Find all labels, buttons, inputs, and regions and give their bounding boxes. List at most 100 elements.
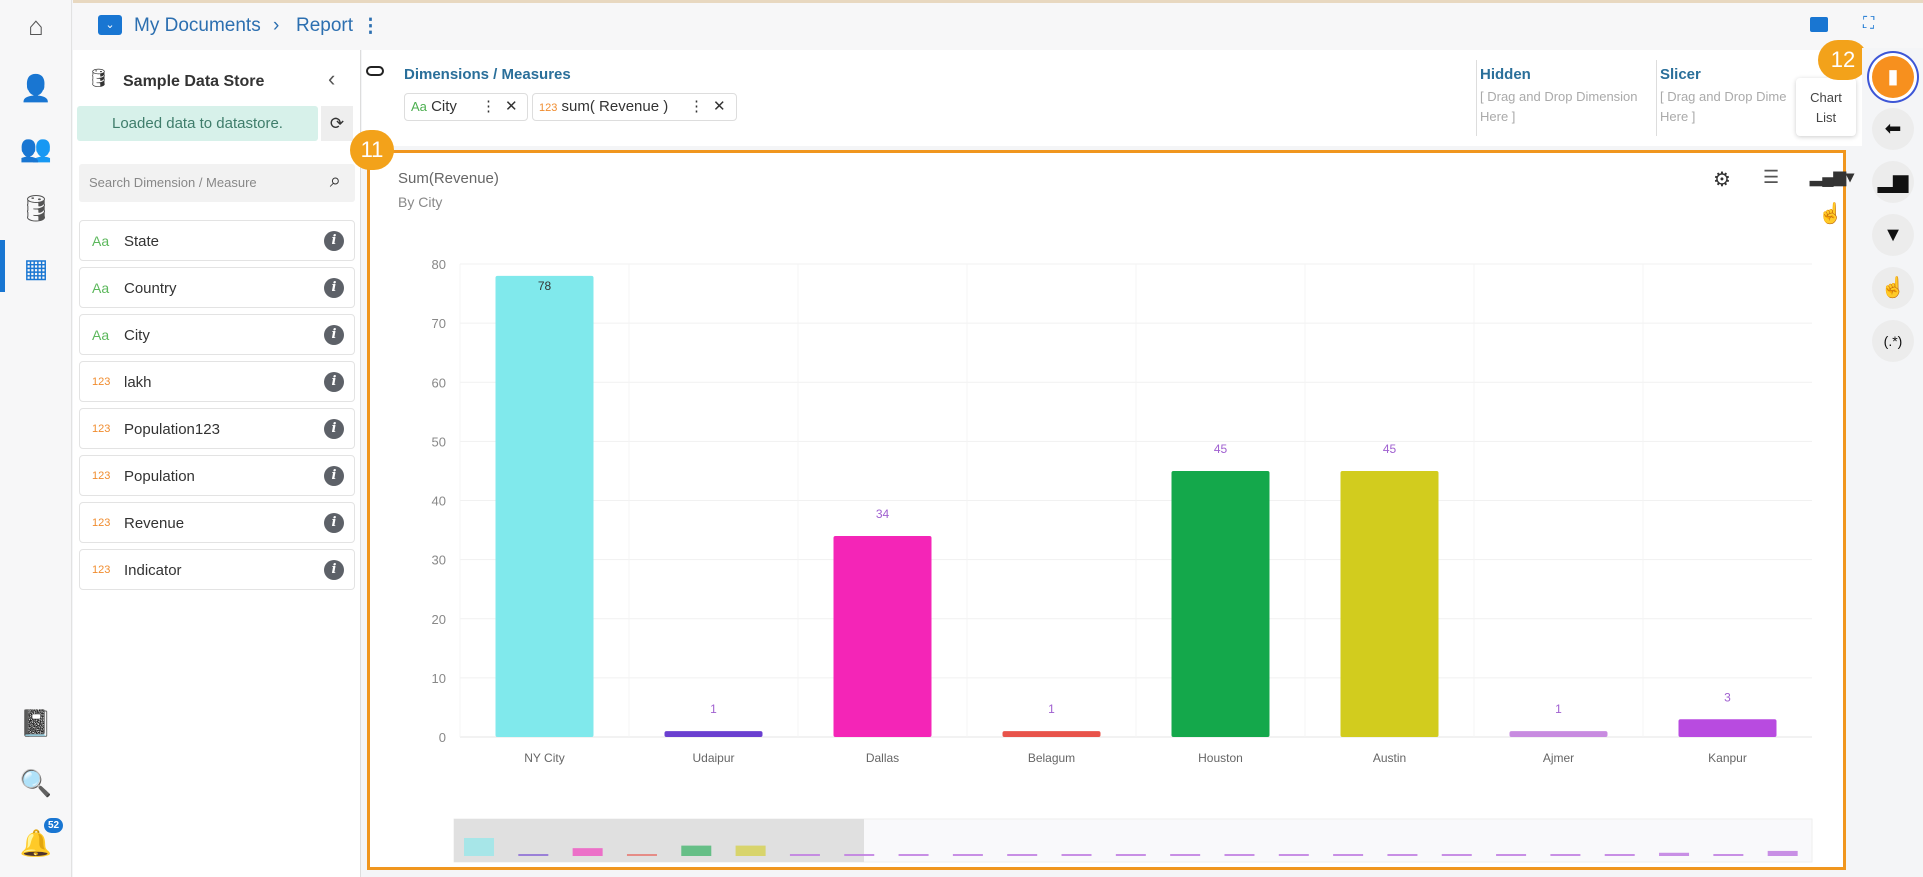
field-name: City — [124, 327, 150, 344]
field-item[interactable]: Aa State i — [79, 220, 355, 261]
field-name: Country — [124, 280, 177, 297]
report-designer-icon[interactable]: ▦ — [23, 253, 49, 283]
y-tick-label: 30 — [432, 553, 446, 568]
chip-remove-icon[interactable]: ✕ — [713, 98, 726, 115]
chip-remove-icon[interactable]: ✕ — [505, 98, 518, 115]
dimensions-bar: Dimensions / Measures Aa City ⋮ ✕ 123 sum(… — [362, 50, 1862, 146]
navigator-bar — [898, 854, 929, 856]
info-icon[interactable]: i — [324, 513, 344, 533]
info-icon[interactable]: i — [324, 466, 344, 486]
field-item[interactable]: Aa City i — [79, 314, 355, 355]
field-type-icon: 123 — [92, 517, 111, 529]
status-message: Loaded data to datastore. — [77, 106, 318, 141]
data-label: 1 — [1048, 702, 1055, 716]
field-item[interactable]: 123 Indicator i — [79, 549, 355, 590]
data-label: 3 — [1724, 690, 1731, 704]
navigator-bar — [572, 848, 603, 856]
chip-menu-icon[interactable]: ⋮ — [689, 98, 704, 115]
filter-sliders-icon[interactable]: ☰ — [1763, 167, 1780, 187]
chip-sum-revenue[interactable]: 123 sum( Revenue ) ⋮ ✕ — [532, 93, 737, 121]
breadcrumb-report[interactable]: Report — [296, 15, 354, 36]
info-icon[interactable]: i — [324, 231, 344, 251]
info-icon[interactable]: i — [324, 372, 344, 392]
home-icon[interactable]: ⌂ — [28, 11, 44, 41]
pointer-hand-icon[interactable]: ☝ — [1872, 267, 1914, 309]
slicer-hint: [ Drag and Drop Dime Here ] — [1660, 89, 1787, 124]
field-type-icon: Aa — [92, 233, 110, 249]
x-tick-label: Udaipur — [692, 751, 734, 765]
field-item[interactable]: Aa Country i — [79, 267, 355, 308]
refresh-icon[interactable]: ⟳ — [321, 106, 353, 141]
data-search-icon[interactable]: 🔍 — [19, 768, 53, 798]
navigator-bar — [1061, 854, 1092, 856]
data-catalog-icon[interactable]: 📓 — [19, 708, 53, 738]
navigator-bar — [1496, 854, 1527, 856]
back-arrow-icon[interactable]: ⬅ — [1872, 108, 1914, 150]
y-tick-label: 20 — [432, 612, 446, 627]
x-tick-label: Dallas — [866, 751, 899, 765]
settings-gear-icon[interactable]: ⚙ — [1713, 169, 1731, 191]
chart-list-tooltip: Chart List — [1796, 78, 1856, 136]
collapse-panel-icon[interactable]: ‹ — [328, 66, 336, 91]
regex-icon[interactable]: (.*) — [1872, 320, 1914, 362]
user-settings-icon[interactable]: 👤 — [19, 73, 53, 103]
bar-udaipur — [664, 731, 763, 737]
info-icon[interactable]: i — [324, 419, 344, 439]
breadcrumb-separator-icon: › — [273, 15, 280, 36]
navigator-bar — [1659, 852, 1690, 856]
field-type-icon: Aa — [92, 327, 110, 343]
field-name: Population123 — [124, 421, 220, 438]
datastore-title: Sample Data Store — [123, 73, 265, 90]
field-item[interactable]: 123 Revenue i — [79, 502, 355, 543]
navigator-bar — [1441, 854, 1472, 856]
info-icon[interactable]: i — [324, 278, 344, 298]
toggle-switch[interactable] — [366, 66, 384, 76]
callout-12: 12 — [1818, 40, 1868, 80]
y-tick-label: 60 — [432, 375, 446, 390]
info-icon[interactable]: i — [324, 560, 344, 580]
data-label: 45 — [1214, 442, 1228, 456]
chip-city[interactable]: Aa City ⋮ ✕ — [404, 93, 528, 121]
more-options-icon[interactable]: ⋮ — [361, 16, 380, 37]
funnel-filter-icon[interactable]: ▼ — [1872, 214, 1914, 256]
field-name: State — [124, 233, 160, 250]
navigator-bar — [789, 854, 820, 856]
field-type-icon: 123 — [92, 470, 111, 482]
fullscreen-icon[interactable]: ⛶ — [1863, 15, 1875, 32]
chip-menu-icon[interactable]: ⋮ — [481, 98, 496, 115]
navigator-bar — [681, 845, 712, 856]
y-tick-label: 10 — [432, 671, 446, 686]
comment-icon[interactable] — [1810, 17, 1828, 32]
bar-chart-icon[interactable]: ▂▆ — [1872, 161, 1914, 203]
x-tick-label: Belagum — [1028, 751, 1075, 765]
slicer-dropzone[interactable]: Slicer [ Drag and Drop Dime Here ] — [1660, 66, 1800, 127]
folder-icon[interactable]: ⌄ — [98, 15, 122, 35]
navigator-bar — [1713, 854, 1744, 856]
y-tick-label: 0 — [439, 730, 446, 745]
notification-badge: 52 — [44, 818, 64, 833]
navigator-bar — [626, 854, 657, 856]
field-type-icon: 123 — [92, 564, 111, 576]
bell-icon[interactable]: 🔔 — [19, 828, 53, 858]
slicer-title: Slicer — [1660, 66, 1701, 83]
hidden-title: Hidden — [1480, 66, 1531, 83]
hidden-dropzone[interactable]: Hidden [ Drag and Drop Dimension Here ] — [1480, 66, 1655, 127]
search-input[interactable]: Search Dimension / Measure ⌕ — [79, 164, 355, 202]
field-item[interactable]: 123 lakh i — [79, 361, 355, 402]
navigator-bar — [1170, 854, 1201, 856]
field-item[interactable]: 123 Population i — [79, 455, 355, 496]
navigator-bar — [952, 854, 983, 856]
breadcrumb-my-documents[interactable]: My Documents — [134, 15, 261, 36]
chart-type-dropdown-icon[interactable]: ▂▄▆▾ — [1810, 169, 1854, 186]
data-label: 45 — [1383, 442, 1397, 456]
search-icon[interactable]: ⌕ — [329, 170, 341, 192]
chart-list-icon[interactable]: ▮ — [1872, 56, 1914, 98]
hidden-hint: [ Drag and Drop Dimension Here ] — [1480, 89, 1638, 124]
bar-houston — [1171, 470, 1270, 737]
field-name: Indicator — [124, 562, 182, 579]
field-item[interactable]: 123 Population123 i — [79, 408, 355, 449]
x-tick-label: NY City — [524, 751, 564, 765]
data-connector-icon[interactable]: 🛢 — [19, 193, 53, 223]
info-icon[interactable]: i — [324, 325, 344, 345]
users-group-icon[interactable]: 👥 — [19, 133, 53, 163]
